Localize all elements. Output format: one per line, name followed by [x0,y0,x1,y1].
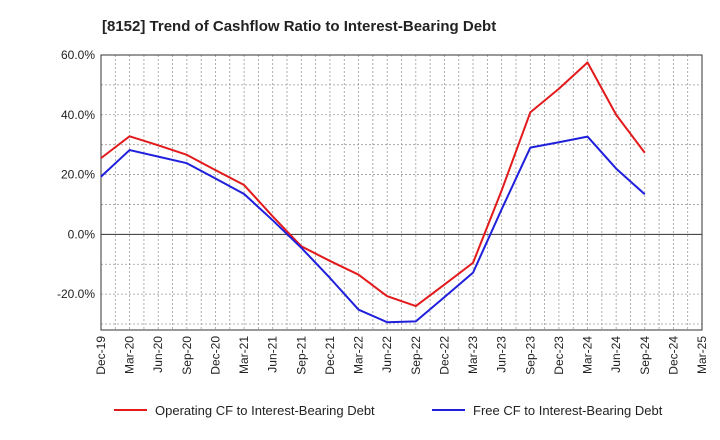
x-tick-label: Dec-20 [208,336,222,375]
legend-label: Free CF to Interest-Bearing Debt [473,403,663,418]
grid [100,54,703,330]
x-tick-label: Sep-23 [523,336,537,375]
y-tick-label: 20.0% [61,168,95,182]
x-tick-label: Dec-23 [552,336,566,375]
y-tick-label: -20.0% [57,287,95,301]
x-tick-label: Jun-23 [495,336,509,373]
series-line-operating-cf [100,61,646,308]
x-tick-label: Mar-22 [352,336,366,374]
y-tick-label: 60.0% [61,48,95,62]
x-tick-label: Jun-22 [380,336,394,373]
x-tick-label: Jun-24 [609,336,623,373]
series-layer [100,61,646,324]
plot-area [100,54,703,331]
x-tick-label: Dec-22 [437,336,451,375]
x-tick-label: Mar-23 [466,336,480,374]
x-tick-label: Mar-20 [123,336,137,374]
x-tick-label: Sep-24 [638,336,652,375]
x-tick-label: Mar-24 [581,336,595,374]
y-tick-label: 0.0% [68,227,96,241]
legend: Operating CF to Interest-Bearing Debt Fre… [114,403,663,418]
chart-title: [8152] Trend of Cashflow Ratio to Intere… [102,18,496,35]
x-tick-label: Mar-21 [237,336,251,374]
legend-label: Operating CF to Interest-Bearing Debt [155,403,375,418]
x-tick-label: Jun-20 [151,336,165,373]
x-tick-label: Dec-21 [323,336,337,375]
x-tick-label: Jun-21 [266,336,280,373]
x-tick-label: Mar-25 [695,336,709,374]
x-tick-label: Sep-21 [294,336,308,375]
y-tick-label: 40.0% [61,108,95,122]
x-tick-label: Sep-20 [180,336,194,375]
x-tick-label: Dec-19 [94,336,108,375]
series-line-free-cf [100,135,646,324]
x-tick-label: Sep-22 [409,336,423,375]
x-tick-label: Dec-24 [666,336,680,375]
axes: 60.0% 40.0% 20.0% 0.0% -20.0% Dec-19 Mar-20 Jun… [57,48,709,375]
